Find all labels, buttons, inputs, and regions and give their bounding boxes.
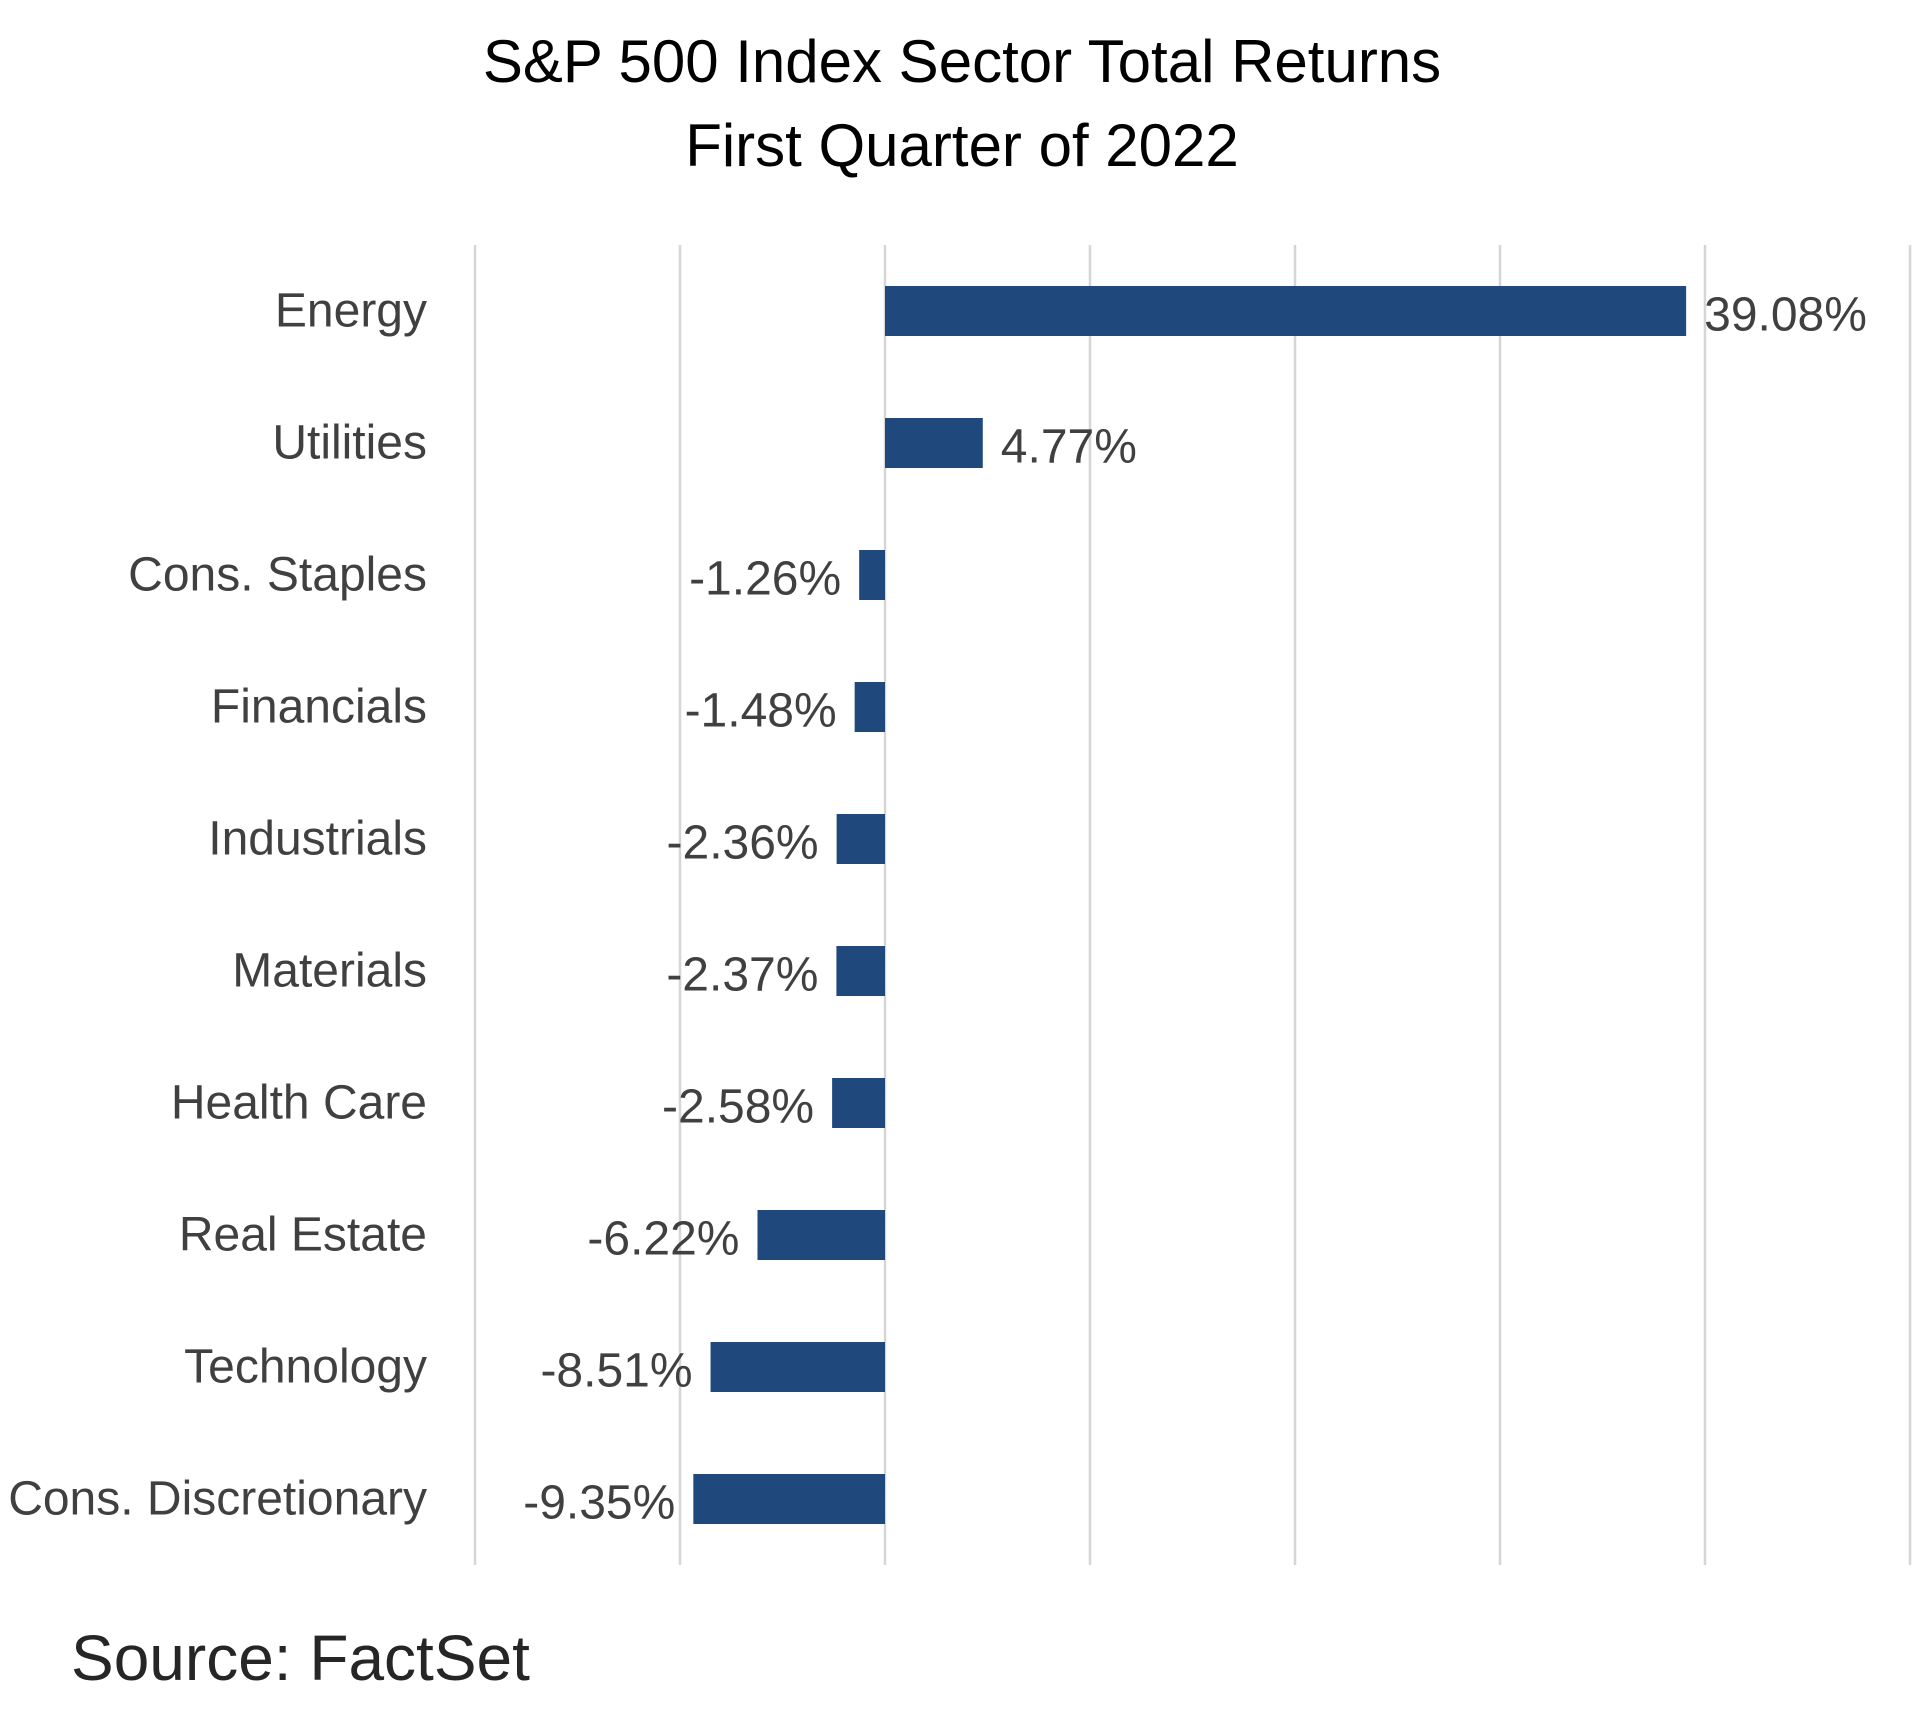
category-label: Materials (232, 945, 427, 998)
source-note: Source: FactSet (71, 1622, 530, 1694)
category-label: Industrials (208, 813, 427, 866)
category-label: Cons. Discretionary (8, 1473, 427, 1526)
chart-subtitle: First Quarter of 2022 (685, 112, 1239, 179)
bar (859, 550, 885, 600)
bar (836, 946, 885, 996)
bar (710, 1342, 885, 1392)
data-label: -6.22% (587, 1213, 739, 1266)
data-label: -1.26% (689, 553, 841, 606)
bar (832, 1078, 885, 1128)
category-label: Utilities (272, 417, 427, 470)
data-label: -1.48% (685, 685, 837, 738)
bar (854, 682, 885, 732)
chart-title: S&P 500 Index Sector Total Returns (483, 28, 1441, 95)
category-label: Financials (211, 681, 427, 734)
bar (757, 1210, 885, 1260)
category-label: Technology (184, 1341, 427, 1394)
bar (885, 418, 983, 468)
data-label: -2.58% (662, 1081, 814, 1134)
bars (693, 286, 1687, 1524)
category-label: Cons. Staples (128, 549, 427, 602)
data-label: -8.51% (540, 1345, 692, 1398)
category-label: Energy (275, 285, 427, 338)
category-labels: Energy Utilities Cons. Staples Financials In… (8, 285, 427, 1526)
data-labels: 39.08% 4.77% -1.26% -1.48% -2.36% -2.37% -2.58… (523, 289, 1867, 1530)
bar (836, 814, 885, 864)
category-label: Real Estate (179, 1209, 427, 1262)
data-label: -2.36% (667, 817, 819, 870)
data-label: 39.08% (1704, 289, 1867, 342)
bar (885, 286, 1687, 336)
data-label: -9.35% (523, 1477, 675, 1530)
data-label: 4.77% (1001, 421, 1137, 474)
category-label: Health Care (171, 1077, 427, 1130)
data-label: -2.37% (666, 949, 818, 1002)
bar (693, 1474, 885, 1524)
